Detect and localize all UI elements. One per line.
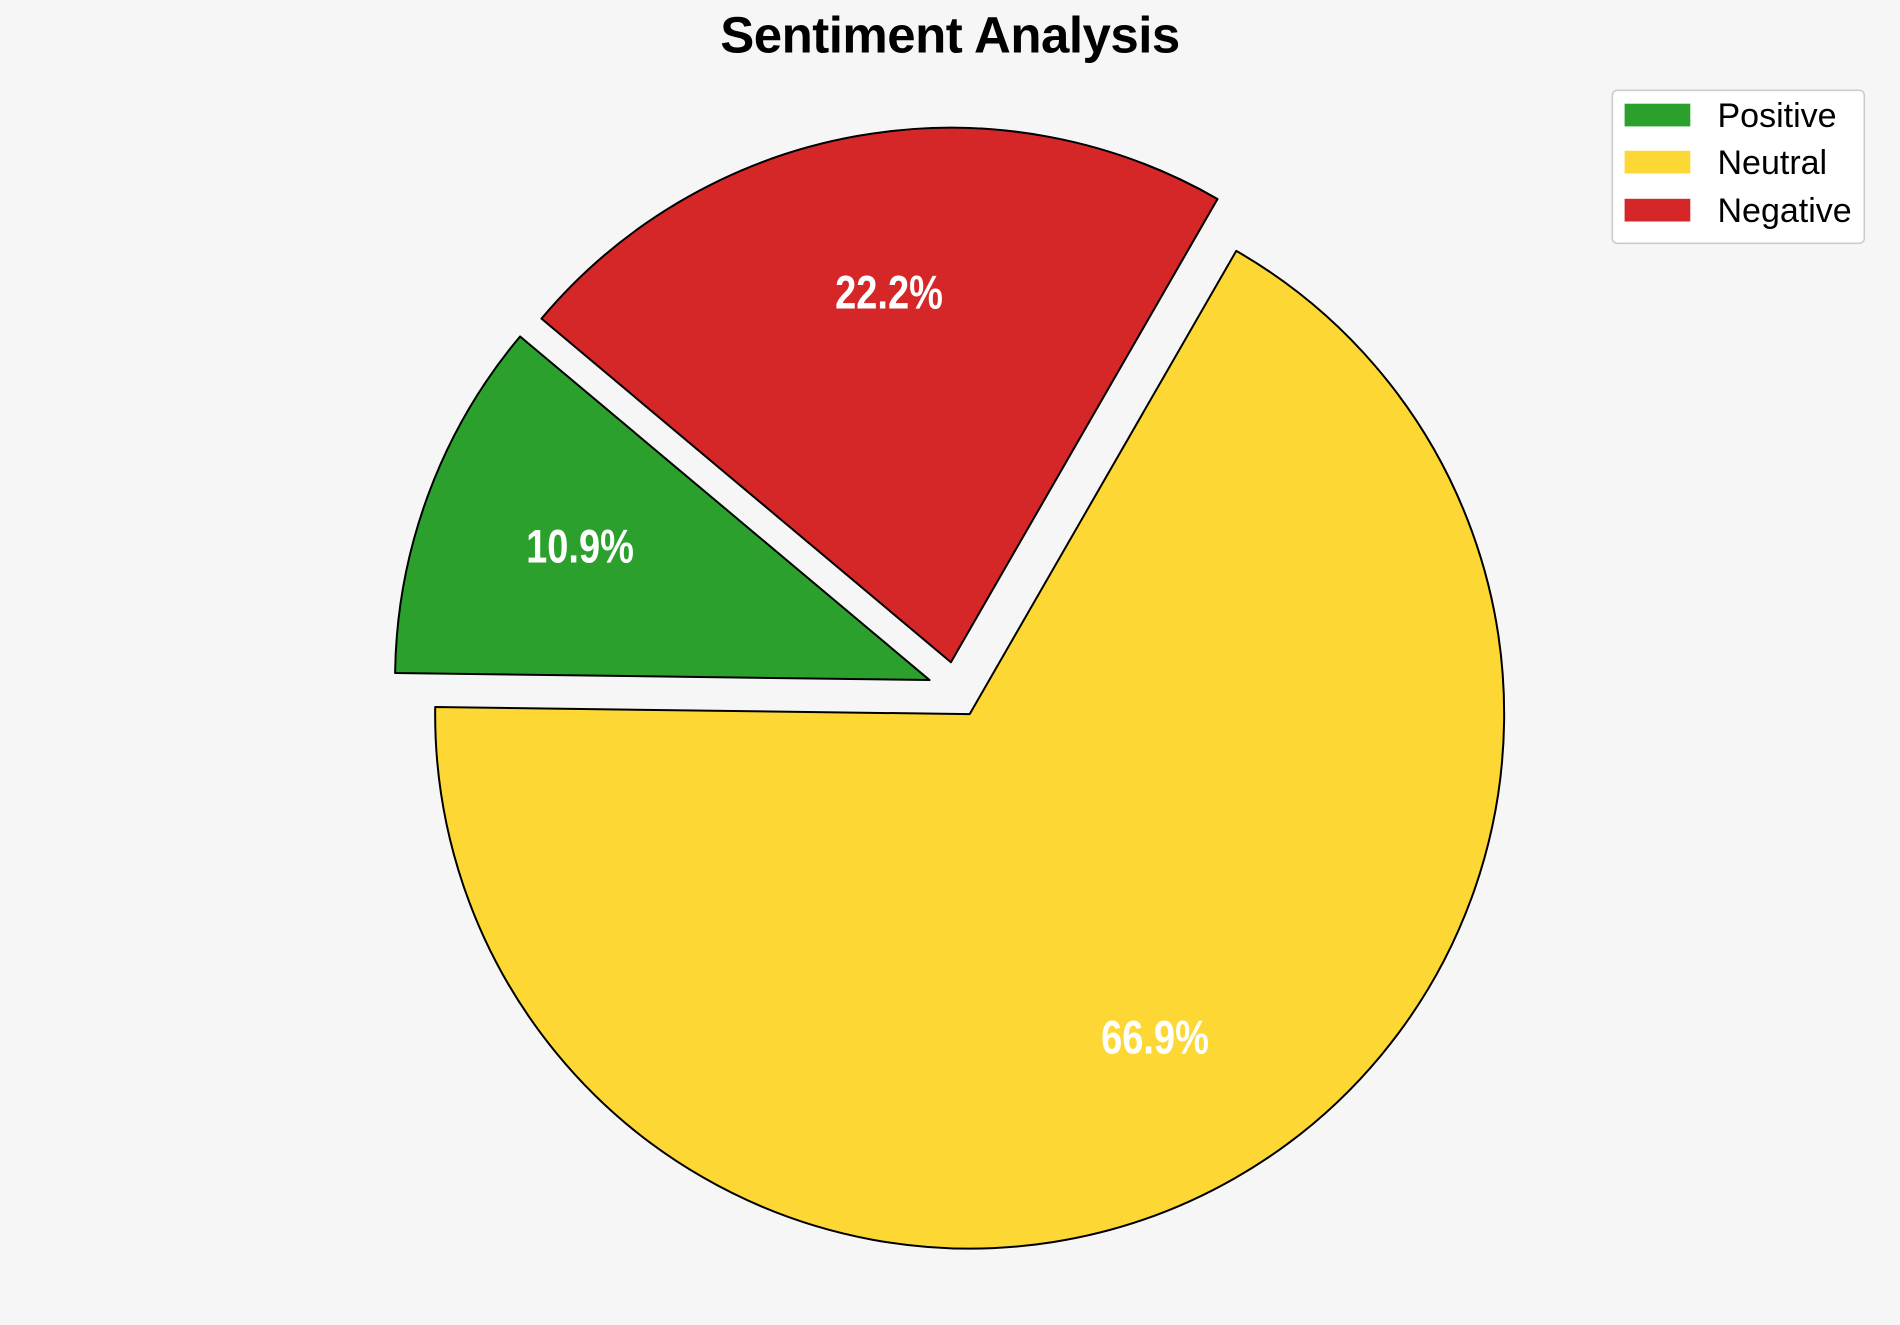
svg-text:Sentiment Analysis: Sentiment Analysis bbox=[720, 7, 1180, 64]
svg-text:10.9%: 10.9% bbox=[526, 520, 634, 573]
svg-text:66.9%: 66.9% bbox=[1101, 1011, 1209, 1064]
svg-text:Negative: Negative bbox=[1718, 192, 1852, 230]
svg-text:Neutral: Neutral bbox=[1718, 144, 1828, 182]
svg-text:Positive: Positive bbox=[1718, 97, 1837, 135]
svg-text:22.2%: 22.2% bbox=[835, 266, 943, 319]
